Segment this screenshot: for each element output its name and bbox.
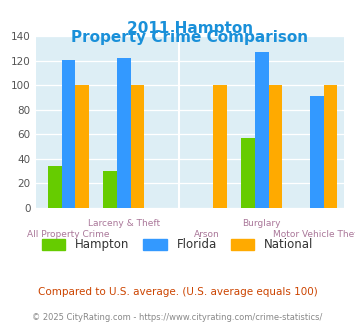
Bar [268,85,282,208]
Bar [255,52,268,208]
Text: 2011 Hampton: 2011 Hampton [127,20,253,36]
Bar [48,166,62,208]
Bar [310,96,324,208]
Bar [324,85,338,208]
Text: Property Crime Comparison: Property Crime Comparison [71,30,308,46]
Bar [117,58,131,208]
Text: Larceny & Theft: Larceny & Theft [88,219,160,228]
Bar [76,85,89,208]
Text: Compared to U.S. average. (U.S. average equals 100): Compared to U.S. average. (U.S. average … [38,287,317,297]
Bar [103,171,117,208]
Bar [213,85,227,208]
Bar [62,60,76,208]
Text: Burglary: Burglary [242,219,281,228]
Text: Arson: Arson [193,230,219,239]
Text: © 2025 CityRating.com - https://www.cityrating.com/crime-statistics/: © 2025 CityRating.com - https://www.city… [32,313,323,322]
Text: Motor Vehicle Theft: Motor Vehicle Theft [273,230,355,239]
Bar [241,138,255,208]
Text: All Property Crime: All Property Crime [27,230,110,239]
Legend: Hampton, Florida, National: Hampton, Florida, National [37,234,318,256]
Bar [131,85,144,208]
